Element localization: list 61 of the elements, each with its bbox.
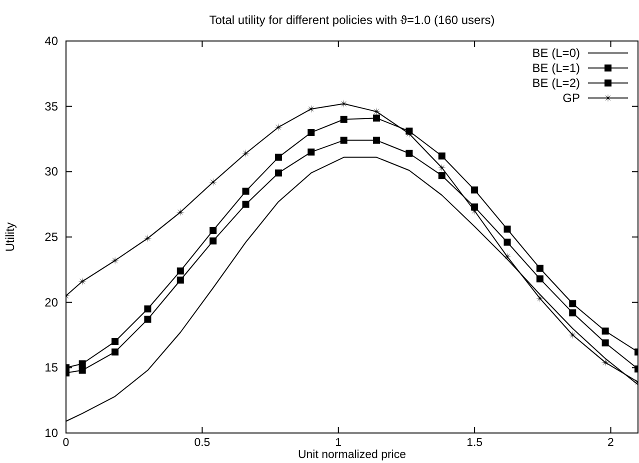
x-axis-title: Unit normalized price <box>298 449 406 461</box>
y-tick-label: 20 <box>44 295 58 310</box>
point <box>308 128 315 136</box>
point <box>602 339 609 346</box>
legend-label: GP <box>562 91 580 105</box>
point <box>602 328 609 335</box>
point <box>208 178 218 186</box>
point <box>176 276 184 284</box>
x-tick-label: 1.5 <box>466 437 483 449</box>
point <box>438 152 446 160</box>
legend-label: BE (L=2) <box>532 76 580 90</box>
chart-title: Total utility for different policies with ϑ=1.0 (160 users) <box>209 13 495 27</box>
y-tick-label: 35 <box>44 99 58 114</box>
legend-label: BE (L=1) <box>532 61 580 75</box>
point <box>144 316 152 323</box>
y-tick-label: 40 <box>44 34 58 48</box>
point <box>242 200 250 208</box>
point <box>601 358 610 367</box>
point <box>536 264 544 272</box>
point <box>373 114 380 122</box>
point <box>78 366 86 374</box>
point <box>340 116 348 123</box>
point <box>503 252 512 261</box>
point <box>438 172 446 180</box>
point <box>210 226 217 234</box>
point <box>406 150 413 157</box>
y-axis-title: Utility <box>3 222 17 252</box>
point <box>536 275 544 282</box>
y-tick-label: 10 <box>44 426 58 440</box>
x-tick-label: 1 <box>335 437 342 449</box>
y-tick-label: 25 <box>44 230 58 244</box>
point <box>471 186 478 194</box>
point <box>569 300 576 308</box>
point <box>112 348 119 356</box>
point <box>373 136 380 144</box>
point <box>78 360 86 368</box>
point <box>242 188 250 195</box>
point <box>274 154 282 161</box>
y-tick-label: 30 <box>44 164 58 179</box>
point <box>112 338 119 346</box>
point <box>274 169 282 176</box>
point <box>176 267 184 274</box>
legend-label: BE (L=0) <box>532 46 580 60</box>
point <box>569 309 576 316</box>
x-tick-label: 2 <box>608 437 614 449</box>
point <box>504 226 511 233</box>
point <box>176 208 185 216</box>
point <box>340 136 348 144</box>
point <box>78 277 87 286</box>
point <box>274 123 283 132</box>
point <box>242 149 250 158</box>
y-tick-label: 15 <box>44 360 58 375</box>
point <box>144 234 152 243</box>
x-tick-label: 0 <box>62 437 70 449</box>
point <box>504 238 511 246</box>
point <box>438 164 446 172</box>
x-tick-label: 0.5 <box>194 437 210 449</box>
point <box>340 100 348 108</box>
point <box>308 148 315 156</box>
point <box>210 237 217 244</box>
point <box>144 305 152 312</box>
